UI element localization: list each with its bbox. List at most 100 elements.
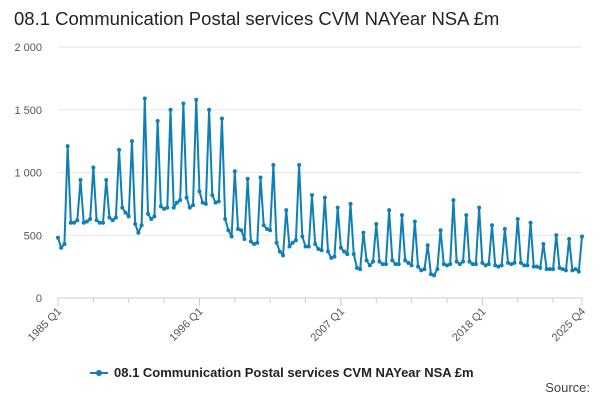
data-point[interactable] xyxy=(332,254,337,259)
data-point[interactable] xyxy=(329,255,334,260)
data-point[interactable] xyxy=(428,272,433,277)
data-point[interactable] xyxy=(477,205,482,210)
data-point[interactable] xyxy=(457,262,462,267)
data-point[interactable] xyxy=(142,96,147,101)
data-point[interactable] xyxy=(541,242,546,247)
data-point[interactable] xyxy=(184,195,189,200)
data-point[interactable] xyxy=(538,265,543,270)
data-point[interactable] xyxy=(544,267,549,272)
data-point[interactable] xyxy=(364,258,369,263)
data-point[interactable] xyxy=(451,198,456,203)
data-point[interactable] xyxy=(432,273,437,278)
data-point[interactable] xyxy=(499,263,504,268)
data-point[interactable] xyxy=(104,178,109,183)
data-point[interactable] xyxy=(129,139,134,144)
data-point[interactable] xyxy=(81,220,86,225)
data-point[interactable] xyxy=(342,249,347,254)
data-point[interactable] xyxy=(380,262,385,267)
data-point[interactable] xyxy=(371,259,376,264)
data-point[interactable] xyxy=(419,268,424,273)
data-point[interactable] xyxy=(117,147,122,152)
data-point[interactable] xyxy=(313,242,318,247)
data-point[interactable] xyxy=(403,258,408,263)
data-point[interactable] xyxy=(223,216,228,221)
data-point[interactable] xyxy=(97,220,102,225)
data-point[interactable] xyxy=(258,175,263,180)
data-point[interactable] xyxy=(297,162,302,167)
data-point[interactable] xyxy=(290,240,295,245)
data-point[interactable] xyxy=(293,238,298,243)
data-point[interactable] xyxy=(399,213,404,218)
data-point[interactable] xyxy=(547,267,552,272)
data-point[interactable] xyxy=(448,262,453,267)
data-point[interactable] xyxy=(136,230,141,235)
data-point[interactable] xyxy=(390,258,395,263)
data-point[interactable] xyxy=(75,218,80,223)
data-point[interactable] xyxy=(554,233,559,238)
data-point[interactable] xyxy=(512,260,517,265)
data-point[interactable] xyxy=(560,267,565,272)
data-point[interactable] xyxy=(525,263,530,268)
data-point[interactable] xyxy=(181,101,186,106)
data-point[interactable] xyxy=(255,240,260,245)
data-point[interactable] xyxy=(563,268,568,273)
data-point[interactable] xyxy=(91,165,96,170)
data-point[interactable] xyxy=(387,208,392,213)
data-point[interactable] xyxy=(178,198,183,203)
data-point[interactable] xyxy=(245,176,250,181)
data-point[interactable] xyxy=(264,226,269,231)
data-point[interactable] xyxy=(383,262,388,267)
data-point[interactable] xyxy=(531,264,536,269)
data-point[interactable] xyxy=(358,267,363,272)
data-point[interactable] xyxy=(396,262,401,267)
data-point[interactable] xyxy=(393,262,398,267)
data-point[interactable] xyxy=(473,262,478,267)
data-point[interactable] xyxy=(284,208,289,213)
data-point[interactable] xyxy=(56,235,60,240)
data-point[interactable] xyxy=(464,213,469,218)
data-point[interactable] xyxy=(319,248,324,253)
data-point[interactable] xyxy=(271,162,276,167)
data-point[interactable] xyxy=(412,219,417,224)
data-point[interactable] xyxy=(557,265,562,270)
data-point[interactable] xyxy=(110,218,115,223)
data-point[interactable] xyxy=(374,221,379,226)
data-point[interactable] xyxy=(165,205,170,210)
data-point[interactable] xyxy=(139,223,144,228)
data-point[interactable] xyxy=(219,116,224,121)
data-point[interactable] xyxy=(162,206,167,211)
data-point[interactable] xyxy=(480,260,485,265)
data-point[interactable] xyxy=(226,228,231,233)
data-point[interactable] xyxy=(281,253,286,258)
data-point[interactable] xyxy=(461,259,466,264)
data-point[interactable] xyxy=(210,193,215,198)
data-point[interactable] xyxy=(483,263,488,268)
data-point[interactable] xyxy=(252,242,257,247)
data-point[interactable] xyxy=(168,107,173,112)
data-point[interactable] xyxy=(467,259,472,264)
data-point[interactable] xyxy=(551,267,556,272)
data-point[interactable] xyxy=(435,267,440,272)
data-point[interactable] xyxy=(200,200,205,205)
data-point[interactable] xyxy=(454,259,459,264)
data-point[interactable] xyxy=(316,247,321,252)
data-point[interactable] xyxy=(229,234,234,239)
data-point[interactable] xyxy=(486,262,491,267)
data-point[interactable] xyxy=(65,144,70,149)
data-point[interactable] xyxy=(155,119,160,124)
data-point[interactable] xyxy=(570,268,575,273)
data-point[interactable] xyxy=(68,220,73,225)
data-point[interactable] xyxy=(171,205,176,210)
data-point[interactable] xyxy=(444,263,449,268)
data-point[interactable] xyxy=(522,263,527,268)
data-point[interactable] xyxy=(509,262,514,267)
data-point[interactable] xyxy=(191,203,196,208)
data-point[interactable] xyxy=(72,220,77,225)
data-point[interactable] xyxy=(268,228,273,233)
data-point[interactable] xyxy=(261,223,266,228)
data-point[interactable] xyxy=(518,260,523,265)
data-point[interactable] xyxy=(59,245,64,250)
data-point[interactable] xyxy=(287,244,292,249)
data-point[interactable] xyxy=(326,249,331,254)
data-point[interactable] xyxy=(361,230,366,235)
